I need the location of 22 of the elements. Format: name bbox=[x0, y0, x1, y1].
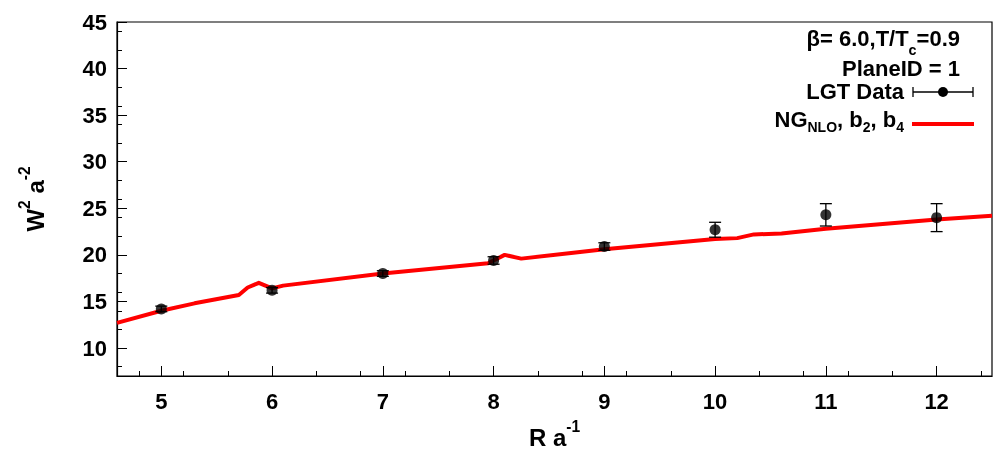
line-series bbox=[115, 213, 994, 325]
x-tick-label: 12 bbox=[924, 388, 949, 414]
x-tick-label: 5 bbox=[155, 388, 168, 414]
x-tick-label: 9 bbox=[598, 388, 611, 414]
legend-label: NG$_{NLO}$, b$_{2}$, b$_{4}$ bbox=[774, 106, 904, 138]
y-tick-label: 40 bbox=[82, 56, 107, 82]
y-tick-label: 35 bbox=[82, 102, 107, 128]
y-tick-label: 10 bbox=[82, 335, 107, 361]
x-tick-label: 11 bbox=[814, 388, 838, 414]
point bbox=[377, 268, 389, 280]
y-tick-label: 25 bbox=[82, 195, 107, 221]
y-tick-label: 20 bbox=[82, 242, 107, 268]
point bbox=[931, 212, 943, 224]
x-tick-label: 6 bbox=[265, 388, 279, 414]
y-tick-label: 15 bbox=[82, 288, 107, 314]
x-tick-label: 8 bbox=[487, 388, 500, 414]
x-tick-label: 10 bbox=[702, 388, 728, 414]
y-tick-label: 45 bbox=[82, 9, 107, 35]
point bbox=[820, 209, 832, 221]
y-axis-title: W2 a-2 bbox=[16, 166, 50, 232]
y-tick-label: 30 bbox=[82, 149, 107, 175]
x-tick-label: 7 bbox=[376, 388, 389, 414]
